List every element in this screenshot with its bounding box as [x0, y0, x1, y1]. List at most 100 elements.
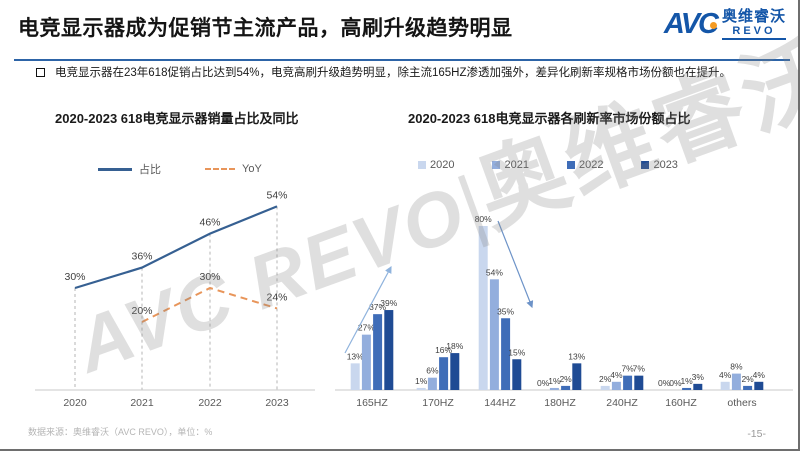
x-tick-label: others: [727, 397, 756, 409]
logo-right-block: 奥维睿沃 REVO: [721, 8, 786, 40]
data-source-note: 数据来源：奥维睿沃（AVC REVO），单位：%: [28, 427, 213, 437]
dashed-line-swatch-icon: [205, 168, 235, 170]
line-chart-title: 2020-2023 618电竞显示器销量占比及同比: [55, 111, 299, 126]
bar-others-2022: [743, 385, 753, 390]
value-label: 30%: [64, 271, 85, 283]
logo-orange-dot-icon: [709, 22, 717, 29]
bar-chart-legend: 2020 2021 2022 2023: [418, 159, 678, 171]
value-label: 24%: [266, 291, 287, 303]
bar-170HZ-2023: [450, 353, 460, 390]
solid-line-swatch-icon: [98, 167, 132, 171]
x-tick-label: 180HZ: [544, 397, 576, 409]
downward-trend-arrow-icon: [497, 220, 534, 309]
bar-180HZ-2023: [572, 363, 582, 390]
logo-chinese-name: 奥维睿沃: [721, 8, 786, 25]
bar-144HZ-2020: [478, 226, 488, 390]
bar-value-label: 13%: [347, 351, 364, 361]
bar-value-label: 4%: [610, 370, 623, 380]
key-point-text: 电竞显示器在23年618促销占比达到54%，电竞高刷升级趋势明显，除主流165H…: [55, 67, 732, 79]
bar-160HZ-2022: [682, 387, 692, 390]
bar-value-label: 27%: [358, 323, 375, 333]
bar-value-label: 54%: [486, 267, 503, 277]
bar-144HZ-2022: [501, 318, 511, 390]
bar-value-label: 0%: [669, 378, 682, 388]
value-label: 54%: [266, 189, 287, 201]
bar-165HZ-2020: [350, 363, 360, 390]
bar-others-2021: [731, 373, 741, 390]
bar-240HZ-2023: [634, 375, 644, 390]
logo-revo-text: REVO: [721, 26, 786, 40]
swatch-2022-icon: [566, 161, 575, 169]
bar-value-label: 8%: [730, 362, 743, 372]
line-chart-legend: 占比 YoY: [98, 161, 262, 177]
bar-165HZ-2023: [384, 310, 394, 390]
bar-value-label: 37%: [369, 302, 386, 312]
upward-trend-arrow-icon: [344, 265, 392, 354]
avc-logo-text: AVC: [663, 8, 719, 40]
bar-165HZ-2021: [361, 334, 371, 390]
bar-value-label: 1%: [548, 376, 561, 386]
bar-value-label: 15%: [508, 347, 525, 357]
legend-item-share: 占比: [98, 161, 161, 177]
bar-value-label: 2%: [559, 374, 572, 384]
value-label: 30%: [199, 271, 220, 283]
swatch-2023-icon: [641, 161, 650, 169]
bar-170HZ-2021: [427, 377, 437, 390]
bar-180HZ-2021: [549, 387, 559, 390]
bar-value-label: 6%: [426, 366, 439, 376]
x-tick-label: 2023: [265, 397, 289, 409]
bar-value-label: 0%: [537, 378, 550, 388]
bar-165HZ-2022: [373, 314, 383, 390]
bar-value-label: 3%: [692, 372, 705, 382]
bar-value-label: 13%: [568, 351, 585, 361]
swatch-2020-icon: [418, 161, 426, 169]
bar-value-label: 16%: [435, 345, 452, 355]
bar-value-label: 35%: [497, 306, 514, 316]
x-tick-label: 240HZ: [606, 397, 638, 409]
bar-value-label: 4%: [719, 370, 732, 380]
bar-180HZ-2022: [561, 385, 571, 390]
square-bullet-icon: [36, 68, 45, 77]
key-point-bullet: 电竞显示器在23年618促销占比达到54%，电竞高刷升级趋势明显，除主流165H…: [36, 65, 776, 82]
legend-item-yoy: YoY: [205, 163, 262, 175]
x-tick-label: 2021: [130, 397, 154, 409]
x-tick-label: 160HZ: [665, 397, 697, 409]
bar-240HZ-2021: [611, 381, 621, 390]
x-tick-label: 170HZ: [422, 397, 454, 409]
x-tick-label: 2020: [63, 397, 87, 409]
bar-value-label: 18%: [446, 341, 463, 351]
bar-value-label: 1%: [680, 376, 693, 386]
legend-item-2023: 2023: [641, 159, 678, 171]
bar-value-label: 7%: [621, 364, 634, 374]
title-divider: [14, 59, 790, 61]
value-label: 36%: [131, 251, 152, 263]
series-line-占比: [74, 205, 278, 290]
avc-revo-logo: AVC 奥维睿沃 REVO: [664, 9, 786, 40]
value-label: 46%: [199, 217, 220, 229]
bar-chart-title: 2020-2023 618电竞显示器各刷新率市场份额占比: [408, 111, 691, 126]
bar-value-label: 1%: [415, 376, 428, 386]
bar-value-label: 4%: [753, 370, 766, 380]
refresh-rate-bar-chart: 13%27%37%39%165HZ1%6%16%18%170HZ80%54%35…: [335, 214, 793, 409]
bar-144HZ-2023: [512, 359, 522, 390]
bar-others-2023: [754, 381, 764, 390]
series-line-YoY: [141, 286, 278, 323]
legend-item-2020: 2020: [418, 159, 454, 171]
bar-value-label: 39%: [380, 298, 397, 308]
value-label: 20%: [131, 305, 152, 317]
bar-value-label: 2%: [741, 374, 754, 384]
page-title: 电竞显示器成为促销节主流产品，高刷升级趋势明显: [18, 17, 513, 40]
bar-160HZ-2023: [693, 383, 703, 390]
bar-170HZ-2022: [439, 357, 449, 390]
bar-170HZ-2020: [416, 387, 426, 390]
bar-240HZ-2022: [623, 375, 633, 390]
swatch-2021-icon: [492, 161, 501, 169]
bar-144HZ-2021: [489, 279, 499, 390]
bar-value-label: 7%: [633, 364, 646, 374]
x-tick-label: 165HZ: [356, 397, 388, 409]
bar-value-label: 0%: [658, 378, 671, 388]
legend-label-share: 占比: [139, 164, 161, 176]
x-tick-label: 144HZ: [484, 397, 516, 409]
legend-item-2022: 2022: [566, 159, 603, 171]
